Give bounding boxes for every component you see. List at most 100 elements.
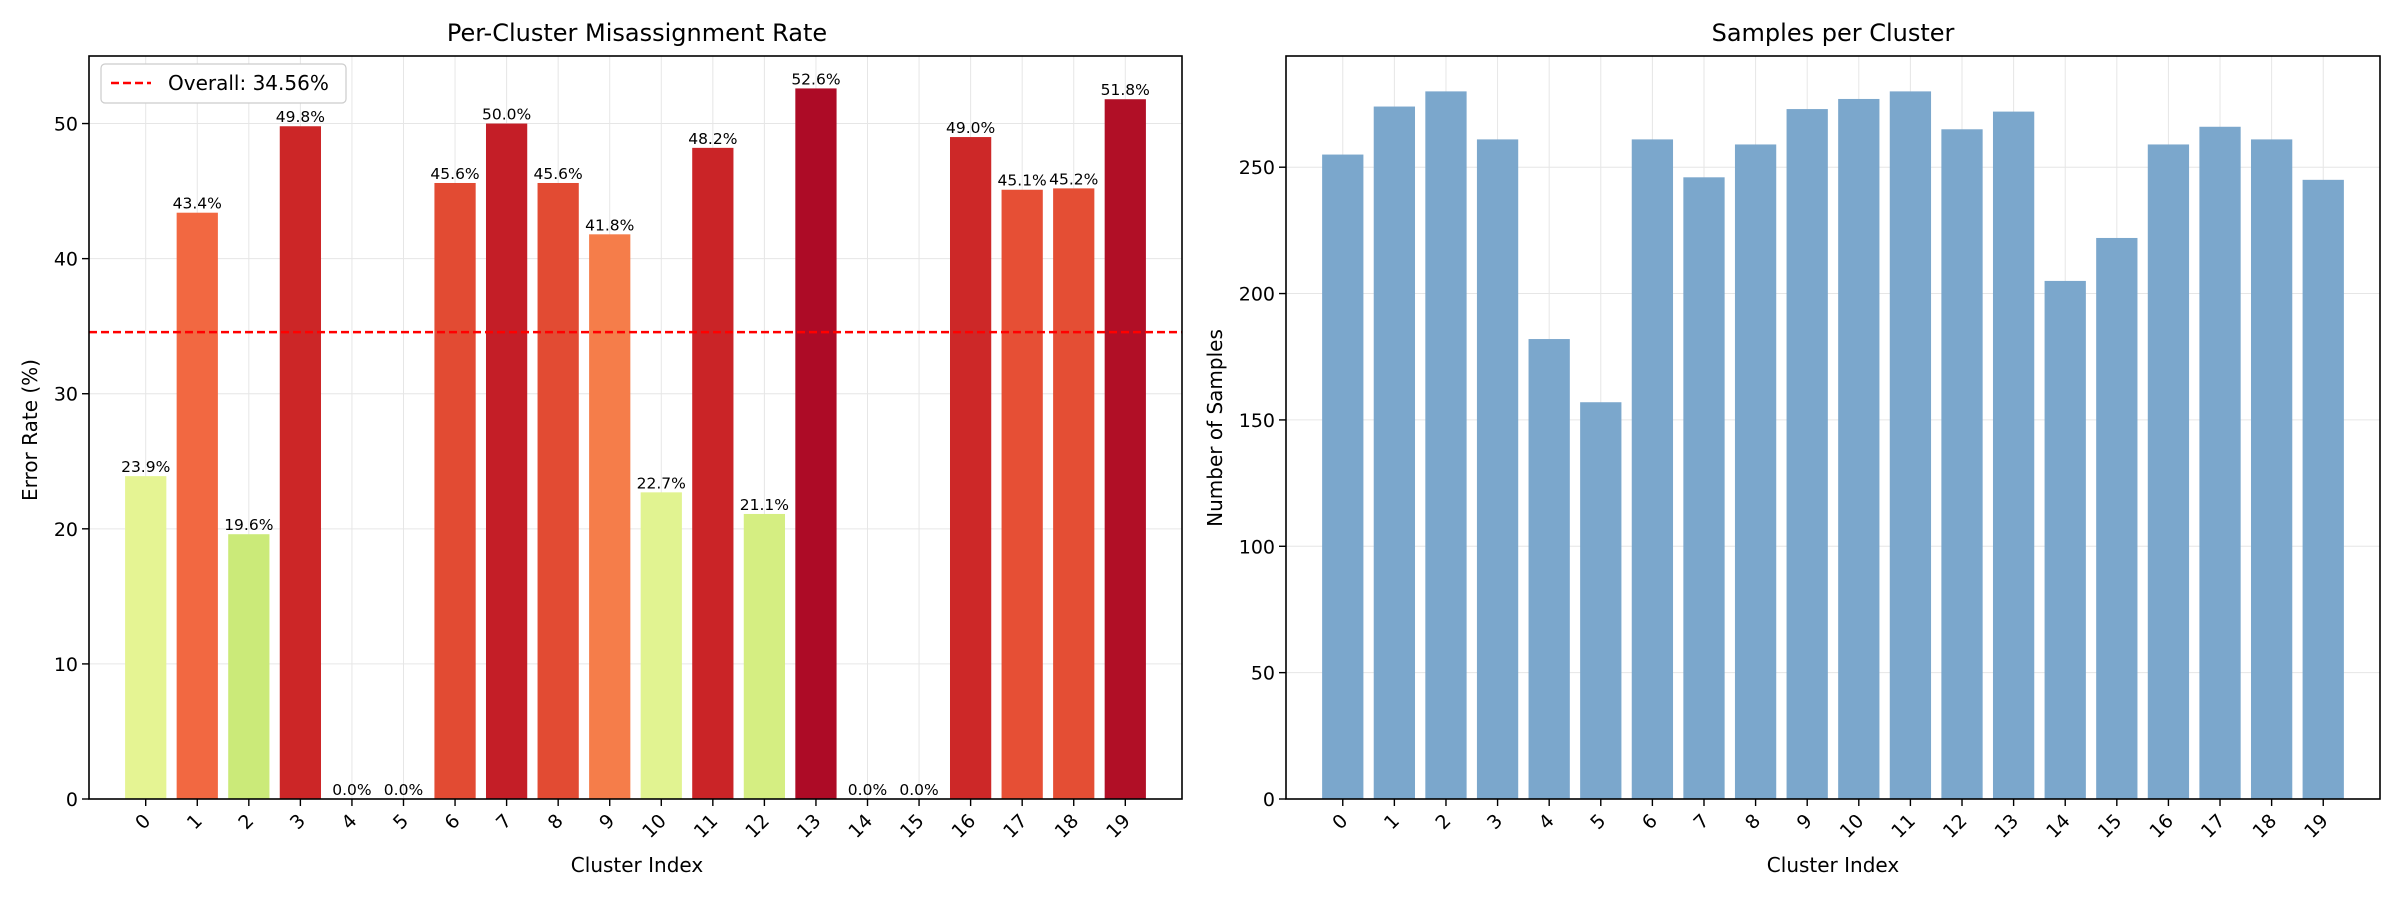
x-tick-label: 4 — [1535, 810, 1559, 834]
legend: Overall: 34.56% — [100, 63, 347, 104]
data-label: 45.6% — [534, 165, 583, 183]
data-label: 50.0% — [482, 106, 531, 124]
data-label: 49.8% — [276, 108, 325, 126]
data-label: 43.4% — [173, 195, 222, 213]
x-tick-label: 8 — [544, 810, 568, 834]
x-tick-label: 10 — [1836, 810, 1869, 843]
y-tick-label: 40 — [54, 249, 78, 271]
bar — [640, 492, 682, 799]
plot-frame — [88, 55, 1183, 800]
bar — [2044, 280, 2086, 800]
bar — [1734, 144, 1777, 799]
y-tick-label: 50 — [54, 114, 78, 136]
x-tick-label: 19 — [1102, 810, 1135, 843]
bar — [1001, 189, 1043, 800]
bar — [1889, 91, 1932, 799]
x-tick-label: 18 — [1051, 810, 1084, 843]
x-tick-label: 11 — [690, 810, 723, 843]
x-tick-label: 16 — [2145, 810, 2178, 843]
y-tick-label: 10 — [54, 654, 78, 676]
bar — [176, 212, 218, 800]
bar — [485, 123, 528, 799]
x-tick-label: 7 — [492, 810, 516, 834]
x-axis-label: Cluster Index — [571, 853, 704, 877]
x-tick-label: 13 — [793, 810, 826, 843]
x-tick-label: 3 — [286, 810, 310, 834]
bar — [743, 513, 786, 799]
data-label: 41.8% — [585, 216, 634, 234]
x-tick-label: 15 — [896, 810, 929, 843]
x-tick-label: 3 — [1483, 810, 1507, 834]
x-tick-label: 8 — [1741, 810, 1765, 834]
x-tick-label: 12 — [741, 810, 774, 843]
x-tick-label: 1 — [1380, 810, 1404, 834]
x-tick-label: 9 — [1793, 810, 1817, 834]
bar — [2199, 126, 2241, 799]
x-tick-label: 14 — [2042, 810, 2075, 843]
bar — [228, 534, 270, 799]
bars — [1322, 91, 2344, 800]
x-tick-label: 7 — [1689, 810, 1713, 834]
legend-box — [100, 63, 347, 104]
data-label: 19.6% — [224, 516, 273, 534]
y-axis-label: Number of Samples — [1203, 329, 1227, 527]
bar — [692, 147, 734, 799]
bar — [1528, 339, 1570, 799]
y-tick-label: 150 — [1239, 410, 1275, 432]
chart-title: Per-Cluster Misassignment Rate — [447, 19, 827, 47]
bar — [2147, 144, 2190, 799]
data-label: 45.6% — [430, 165, 479, 183]
bars — [125, 88, 1146, 800]
x-tick-label: 13 — [1990, 810, 2023, 843]
data-label: 0.0% — [384, 781, 423, 799]
x-tick-label: 15 — [2094, 810, 2127, 843]
x-tick-label: 17 — [2197, 810, 2230, 843]
x-tick-label: 9 — [595, 810, 619, 834]
bar — [125, 476, 167, 799]
bar — [589, 234, 631, 799]
bar — [1941, 129, 1983, 799]
data-label: 22.7% — [637, 474, 686, 492]
bar — [1322, 154, 1364, 799]
x-tick-label: 19 — [2300, 810, 2333, 843]
y-tick-label: 0 — [66, 789, 78, 811]
y-tick-label: 100 — [1239, 536, 1275, 558]
data-label: 0.0% — [899, 781, 938, 799]
x-tick-label: 10 — [638, 810, 671, 843]
bar — [1838, 98, 1880, 799]
plot-frame — [1285, 55, 2381, 800]
chart-title: Samples per Cluster — [1712, 19, 1955, 47]
y-tick-label: 250 — [1239, 157, 1275, 179]
x-tick-label: 1 — [183, 810, 207, 834]
data-label: 45.2% — [1049, 170, 1098, 188]
bar — [279, 126, 322, 800]
x-tick-label: 0 — [131, 810, 155, 834]
legend-entry: Overall: 34.56% — [168, 71, 329, 95]
samples-chart: Samples per Cluster Cluster Index Number… — [1203, 19, 2381, 877]
bar — [1786, 109, 1828, 800]
x-tick-label: 2 — [1431, 810, 1455, 834]
x-tick-label: 14 — [844, 810, 877, 843]
x-tick-label: 5 — [389, 810, 413, 834]
x-tick-label: 11 — [1887, 810, 1920, 843]
bar — [949, 137, 992, 799]
data-label: 49.0% — [946, 119, 995, 137]
x-tick-label: 16 — [947, 810, 980, 843]
y-tick-label: 20 — [54, 519, 78, 541]
bar — [2250, 139, 2293, 800]
y-tick-label: 0 — [1263, 789, 1275, 811]
x-tick-label: 6 — [1638, 810, 1662, 834]
data-label: 23.9% — [121, 458, 170, 476]
bar — [1373, 106, 1416, 800]
data-label: 0.0% — [332, 781, 371, 799]
y-tick-label: 30 — [54, 384, 78, 406]
bar — [1425, 91, 1467, 799]
data-label: 21.1% — [740, 496, 789, 514]
bar — [434, 182, 476, 799]
bar — [2096, 237, 2138, 800]
x-tick-label: 18 — [2249, 810, 2282, 843]
x-tick-label: 17 — [999, 810, 1032, 843]
data-label: 48.2% — [688, 130, 737, 148]
y-tick-label: 200 — [1239, 284, 1275, 306]
